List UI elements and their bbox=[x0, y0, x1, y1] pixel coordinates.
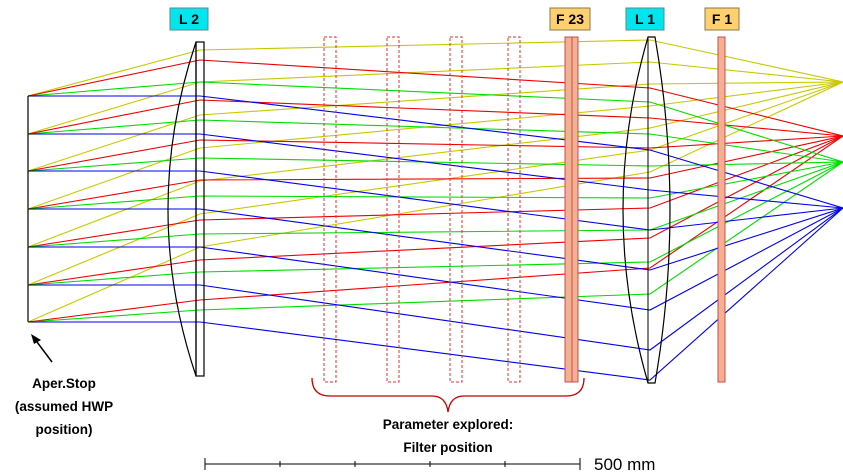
ray-blue-6 bbox=[28, 207, 843, 351]
ray-red-4 bbox=[27, 135, 843, 210]
ray-blue-5 bbox=[28, 207, 843, 311]
ray-yellow-2 bbox=[27, 61, 843, 135]
aperture-note-line1: Aper.Stop bbox=[32, 376, 96, 391]
aperture-note-line2: (assumed HWP bbox=[15, 399, 113, 414]
ray-blue-4 bbox=[28, 207, 843, 271]
ray-yellow-5 bbox=[27, 81, 843, 248]
svg-text:L 1: L 1 bbox=[635, 11, 655, 27]
label-f1: F 1 bbox=[704, 7, 740, 31]
label-f23: F 23 bbox=[549, 7, 591, 31]
ray-yellow-3 bbox=[27, 81, 843, 172]
candidate-filter-position-4 bbox=[507, 36, 521, 383]
parameter-note-line1: Parameter explored: bbox=[383, 417, 514, 432]
candidate-filter-position-3 bbox=[449, 36, 463, 383]
ray-green-1 bbox=[27, 81, 843, 163]
ray-bundles bbox=[27, 39, 843, 381]
lens-l1 bbox=[622, 36, 671, 384]
ray-red-6 bbox=[27, 135, 843, 286]
svg-text:L 2: L 2 bbox=[179, 11, 199, 27]
filter-f1 bbox=[717, 36, 726, 383]
ray-green-7 bbox=[27, 161, 843, 323]
candidate-filter-position-2 bbox=[386, 36, 400, 383]
ray-yellow-1 bbox=[27, 39, 843, 97]
ray-blue-2 bbox=[28, 133, 843, 209]
parameter-brace bbox=[311, 377, 585, 413]
aperture-arrow bbox=[31, 334, 53, 363]
scale-bar bbox=[204, 458, 581, 470]
ray-red-2 bbox=[27, 99, 843, 137]
ray-yellow-6 bbox=[27, 81, 843, 286]
ray-blue-7 bbox=[28, 207, 843, 381]
aperture-note-line3: position) bbox=[36, 422, 93, 437]
scale-bar-label: 500 mm bbox=[594, 455, 655, 474]
candidate-filter-position-1 bbox=[323, 36, 337, 383]
label-l2: L 2 bbox=[169, 7, 209, 31]
ray-red-1 bbox=[27, 59, 843, 137]
ray-green-6 bbox=[27, 161, 843, 286]
ray-red-7 bbox=[27, 135, 843, 323]
label-l1: L 1 bbox=[625, 7, 665, 31]
ray-blue-3 bbox=[28, 170, 843, 231]
svg-text:F 1: F 1 bbox=[712, 11, 732, 27]
ray-red-5 bbox=[27, 135, 843, 248]
svg-text:F 23: F 23 bbox=[556, 11, 584, 27]
ray-green-2 bbox=[27, 119, 843, 163]
filter-f23-plate-b bbox=[571, 36, 579, 383]
ray-green-4 bbox=[27, 161, 843, 210]
ray-blue-1 bbox=[28, 95, 843, 209]
lens-l2 bbox=[167, 41, 197, 377]
filter-f23-plate-a bbox=[564, 36, 573, 383]
ray-green-5 bbox=[27, 161, 843, 248]
lens-l2-flat bbox=[195, 41, 205, 377]
parameter-note-line2: Filter position bbox=[403, 440, 492, 455]
ray-red-3 bbox=[27, 135, 843, 172]
